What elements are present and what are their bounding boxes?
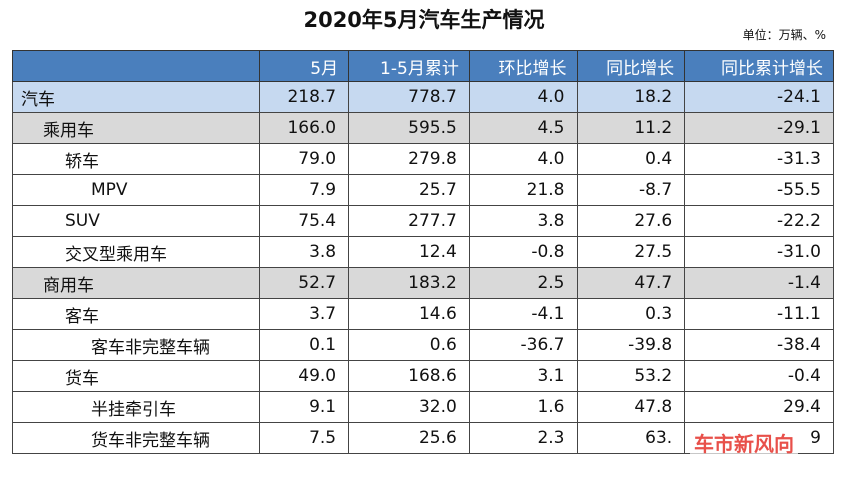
cell: 4.0	[468, 81, 578, 113]
title: 2020年5月汽车生产情况	[303, 8, 545, 32]
cell: 3.1	[468, 360, 578, 392]
table-body: 汽车 218.7 778.7 4.0 18.2 -24.1 乘用车 166.0 595.5 4.5…	[12, 81, 834, 454]
cell: 168.6	[348, 360, 470, 392]
cell: -38.4	[684, 329, 834, 361]
row-label: 客车非完整车辆	[12, 329, 260, 361]
row: 货车非完整车辆 7.5 25.6 2.3 63. 9	[12, 422, 834, 454]
row-label: 货车非完整车辆	[12, 422, 260, 454]
cell: -29.1	[684, 112, 834, 144]
cell: 7.5	[258, 422, 350, 454]
row-label: 货车	[12, 360, 260, 392]
cell: 277.7	[348, 205, 470, 237]
cell: 27.5	[576, 236, 686, 268]
cell: 47.8	[576, 391, 686, 423]
cell: -8.7	[576, 174, 686, 206]
row: SUV 75.4 277.7 3.8 27.6 -22.2	[12, 205, 834, 237]
cell: 218.7	[258, 81, 350, 113]
cell: -0.4	[684, 360, 834, 392]
cell: 279.8	[348, 143, 470, 175]
cell: 166.0	[258, 112, 350, 144]
cell: -31.0	[684, 236, 834, 268]
cell: 18.2	[576, 81, 686, 113]
cell: 3.8	[258, 236, 350, 268]
cell: -11.1	[684, 298, 834, 330]
row-label: SUV	[12, 205, 260, 237]
cell: -22.2	[684, 205, 834, 237]
cell: -0.8	[468, 236, 578, 268]
cell: 0.4	[576, 143, 686, 175]
cell: 12.4	[348, 236, 470, 268]
cell: -24.1	[684, 81, 834, 113]
cell: 75.4	[258, 205, 350, 237]
row-label: 汽车	[12, 81, 260, 113]
cell: 63.	[576, 422, 686, 454]
cell: 4.0	[468, 143, 578, 175]
watermark: 车市新风向	[690, 428, 798, 457]
column-header: 5月	[258, 50, 350, 82]
cell: -31.3	[684, 143, 834, 175]
cell: -1.4	[684, 267, 834, 299]
cell: 25.7	[348, 174, 470, 206]
cell: 32.0	[348, 391, 470, 423]
row: 轿车 79.0 279.8 4.0 0.4 -31.3	[12, 143, 834, 175]
cell: 4.5	[468, 112, 578, 144]
cell: 47.7	[576, 267, 686, 299]
unit: 单位：万辆、%	[742, 28, 826, 42]
cell: 25.6	[348, 422, 470, 454]
cell: 21.8	[468, 174, 578, 206]
cell: 778.7	[348, 81, 470, 113]
row-label: MPV	[12, 174, 260, 206]
cell: 14.6	[348, 298, 470, 330]
cell: 27.6	[576, 205, 686, 237]
cell: 0.1	[258, 329, 350, 361]
column-header: 同比增长	[576, 50, 686, 82]
row: 半挂牵引车 9.1 32.0 1.6 47.8 29.4	[12, 391, 834, 423]
column-header: 同比累计增长	[684, 50, 834, 82]
row: 商用车 52.7 183.2 2.5 47.7 -1.4	[12, 267, 834, 299]
row: 交叉型乘用车 3.8 12.4 -0.8 27.5 -31.0	[12, 236, 834, 268]
cell: 3.8	[468, 205, 578, 237]
cell: 0.3	[576, 298, 686, 330]
table: 5月 1-5月累计 环比增长 同比增长 同比累计增长 汽车 218.7 778.7 4.0 18…	[12, 50, 834, 454]
cell: -36.7	[468, 329, 578, 361]
cell: 595.5	[348, 112, 470, 144]
cell: 2.3	[468, 422, 578, 454]
header-row: 5月 1-5月累计 环比增长 同比增长 同比累计增长	[12, 50, 834, 82]
row-label: 轿车	[12, 143, 260, 175]
cell: 3.7	[258, 298, 350, 330]
cell: -4.1	[468, 298, 578, 330]
cell: 1.6	[468, 391, 578, 423]
row-label: 商用车	[12, 267, 260, 299]
cell: 7.9	[258, 174, 350, 206]
column-header: 环比增长	[468, 50, 578, 82]
row: 客车非完整车辆 0.1 0.6 -36.7 -39.8 -38.4	[12, 329, 834, 361]
row: MPV 7.9 25.7 21.8 -8.7 -55.5	[12, 174, 834, 206]
cell: 183.2	[348, 267, 470, 299]
cell: 49.0	[258, 360, 350, 392]
corner	[12, 50, 260, 82]
row: 货车 49.0 168.6 3.1 53.2 -0.4	[12, 360, 834, 392]
row: 汽车 218.7 778.7 4.0 18.2 -24.1	[12, 81, 834, 113]
cell: 0.6	[348, 329, 470, 361]
cell: 52.7	[258, 267, 350, 299]
row-label: 交叉型乘用车	[12, 236, 260, 268]
cell: 29.4	[684, 391, 834, 423]
row: 客车 3.7 14.6 -4.1 0.3 -11.1	[12, 298, 834, 330]
cell: -39.8	[576, 329, 686, 361]
column-header: 1-5月累计	[348, 50, 470, 82]
cell: 79.0	[258, 143, 350, 175]
cell: 11.2	[576, 112, 686, 144]
row-label: 乘用车	[12, 112, 260, 144]
cell: 9.1	[258, 391, 350, 423]
row-label: 客车	[12, 298, 260, 330]
cell: 53.2	[576, 360, 686, 392]
row: 乘用车 166.0 595.5 4.5 11.2 -29.1	[12, 112, 834, 144]
cell: -55.5	[684, 174, 834, 206]
row-label: 半挂牵引车	[12, 391, 260, 423]
cell: 2.5	[468, 267, 578, 299]
